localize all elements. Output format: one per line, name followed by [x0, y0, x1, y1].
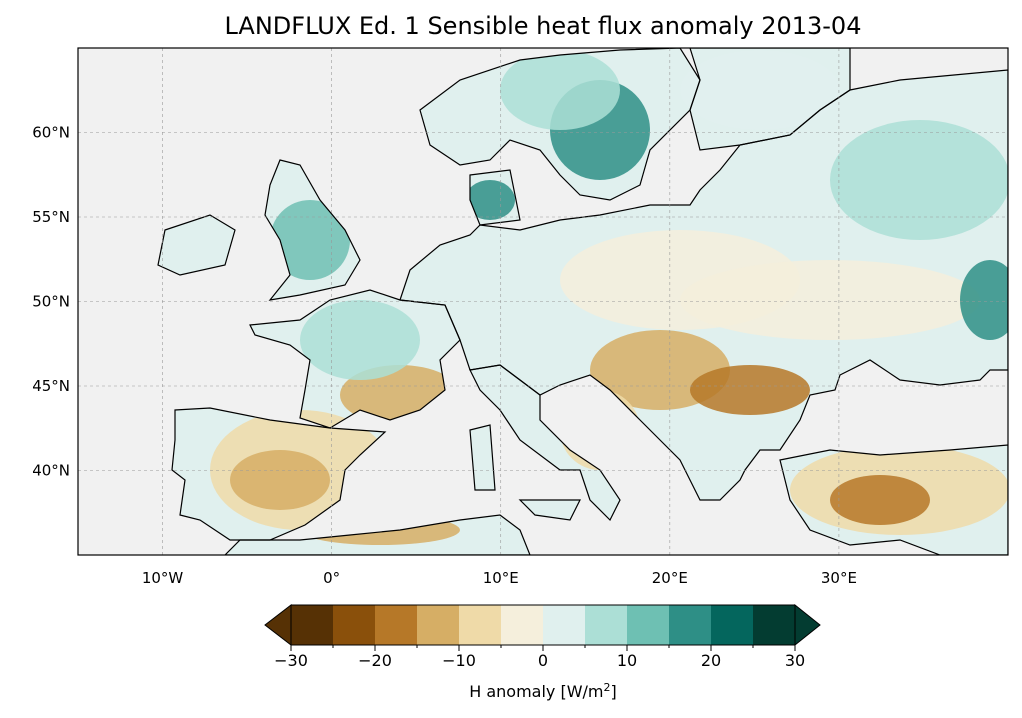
colorbar-tick-label: 20 — [701, 651, 721, 670]
lat-tick-label: 40°N — [32, 462, 70, 480]
lon-tick-label: 10°E — [483, 569, 519, 587]
colorbar-bin — [333, 605, 376, 645]
coastline-france — [249, 289, 461, 429]
axis-tick-labels: 10°W 0° 10°E 20°E 30°E 60°N 55°N 50°N 45°N 40°N — [32, 124, 857, 588]
anomaly-patch — [465, 180, 515, 220]
lat-tick-label: 60°N — [32, 124, 70, 142]
anomaly-patch — [300, 300, 420, 380]
anomaly-patch — [680, 260, 980, 340]
axes-frame — [77, 47, 1009, 556]
coastline-sicily — [518, 499, 581, 521]
coastline-mainland — [399, 69, 1008, 501]
colorbar: −30 −20 −10 0 10 20 30 — [264, 603, 821, 670]
colorbar-tick-label: −20 — [358, 651, 392, 670]
colorbar-bin — [585, 605, 628, 645]
colorbar-bin — [711, 605, 754, 645]
lat-tick-label: 55°N — [32, 208, 70, 226]
coastline-scandinavia — [419, 48, 701, 201]
anomaly-patch — [500, 50, 620, 130]
anomaly-patch — [960, 260, 1008, 340]
lon-tick-label: 30°E — [821, 569, 857, 587]
colorbar-bin — [291, 605, 334, 645]
coastline-iberia — [171, 407, 387, 541]
coastline-corsica-sardinia — [469, 424, 496, 491]
colorbar-bin — [543, 605, 586, 645]
colorbar-tick-label: 0 — [538, 651, 548, 670]
map-title: LANDFLUX Ed. 1 Sensible heat flux anomal… — [224, 12, 862, 40]
gridlines — [78, 48, 1008, 555]
colorbar-tick-label: −10 — [442, 651, 476, 670]
colorbar-tick-label: −30 — [274, 651, 308, 670]
coastline-great-britain — [264, 159, 361, 301]
coastline-denmark — [469, 169, 521, 226]
colorbar-bin — [627, 605, 670, 645]
colorbar-bin — [375, 605, 418, 645]
colorbar-extend-min — [264, 603, 292, 647]
anomaly-patch — [830, 475, 930, 525]
lat-tick-label: 50°N — [32, 293, 70, 311]
colorbar-tick-label: 10 — [617, 651, 637, 670]
colorbar-extend-max — [794, 603, 821, 647]
lon-tick-label: 20°E — [652, 569, 688, 587]
lon-tick-label: 10°W — [142, 569, 184, 587]
anomaly-patch — [690, 365, 810, 415]
coastline-finland — [689, 48, 851, 151]
colorbar-label: H anomaly [W/m2] — [469, 681, 617, 701]
anomaly-patch — [270, 200, 350, 280]
colorbar-bin — [669, 605, 712, 645]
colorbar-bin — [459, 605, 502, 645]
coastline-italy — [469, 364, 621, 522]
colorbar-bin — [417, 605, 460, 645]
anomaly-patch — [230, 450, 330, 510]
lat-tick-label: 45°N — [32, 377, 70, 395]
coastline-ireland — [157, 214, 236, 276]
lon-tick-label: 0° — [323, 569, 340, 587]
colorbar-bin — [501, 605, 544, 645]
anomaly-patch — [830, 120, 1008, 240]
coastline-turkey — [779, 444, 1008, 555]
colorbar-bin — [753, 605, 796, 645]
coastline-north-africa — [224, 514, 531, 555]
colorbar-tick-label: 30 — [785, 651, 805, 670]
anomaly-patch — [680, 50, 840, 130]
